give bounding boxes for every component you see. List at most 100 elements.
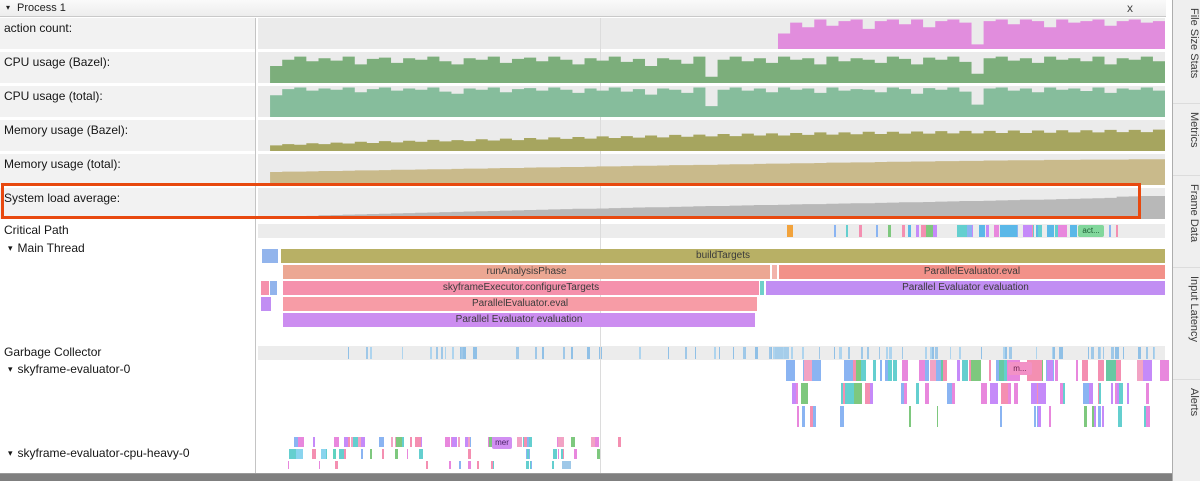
trace-tick[interactable] [1118, 383, 1123, 404]
trace-tick[interactable] [296, 449, 303, 459]
trace-tick[interactable] [1137, 360, 1146, 381]
trace-tick[interactable] [570, 437, 575, 447]
trace-tick[interactable] [1105, 360, 1116, 381]
trace-tick[interactable] [391, 437, 394, 447]
trace-tick[interactable] [868, 383, 873, 404]
trace-tick[interactable] [957, 360, 960, 381]
trace-tick[interactable] [1091, 347, 1095, 359]
trace-tick[interactable] [1159, 360, 1170, 381]
trace-tick[interactable] [878, 347, 881, 359]
tab-input-latency[interactable]: Input Latency [1173, 268, 1200, 380]
trace-tick[interactable] [366, 347, 368, 359]
trace-tick[interactable] [768, 347, 772, 359]
trace-tick[interactable] [558, 437, 565, 447]
trace-tick[interactable] [949, 347, 951, 359]
trace-tick[interactable] [311, 449, 317, 459]
trace-tick[interactable] [287, 461, 289, 469]
trace-tick[interactable] [970, 360, 979, 381]
trace-tick[interactable] [353, 437, 359, 447]
trace-tick[interactable] [419, 449, 424, 459]
trace-tick[interactable] [396, 437, 402, 447]
trace-tick[interactable] [959, 347, 962, 359]
trace-tick[interactable] [840, 406, 845, 427]
tab-alerts[interactable]: Alerts [1173, 380, 1200, 481]
trace-tick[interactable] [448, 461, 452, 469]
trace-tick[interactable] [1004, 347, 1008, 359]
trace-tick[interactable] [1138, 347, 1141, 359]
counter-chart-area[interactable] [258, 52, 1165, 83]
trace-tick[interactable] [1116, 225, 1119, 237]
trace-tick[interactable] [845, 383, 849, 404]
trace-tick[interactable] [718, 347, 720, 359]
trace-tick[interactable] [833, 347, 836, 359]
trace-tick[interactable] [791, 383, 797, 404]
trace-tick[interactable] [534, 347, 537, 359]
trace-tick[interactable] [1001, 383, 1009, 404]
counter-chart-area[interactable] [258, 188, 1165, 219]
trace-tick[interactable] [980, 383, 988, 404]
trace-tick[interactable] [639, 347, 642, 359]
tab-frame-data[interactable]: Frame Data [1173, 176, 1200, 268]
trace-tick[interactable] [464, 437, 469, 447]
trace-slice[interactable]: buildTargets [281, 249, 1165, 263]
trace-tick[interactable] [803, 360, 812, 381]
trace-tick[interactable] [684, 347, 688, 359]
main-thread-lane-0[interactable]: buildTargets [258, 249, 1165, 264]
trace-tick[interactable] [754, 347, 758, 359]
trace-tick[interactable] [713, 347, 716, 359]
trace-tick[interactable] [1057, 225, 1068, 237]
trace-tick[interactable] [339, 449, 344, 459]
trace-tick[interactable] [406, 449, 408, 459]
trace-tick[interactable] [760, 281, 764, 295]
trace-tick[interactable] [999, 406, 1002, 427]
trace-tick[interactable] [360, 449, 363, 459]
trace-tick[interactable] [260, 297, 271, 311]
trace-tick[interactable] [908, 225, 911, 237]
trace-tick[interactable] [1108, 225, 1112, 237]
trace-tick[interactable] [988, 360, 992, 381]
trace-tick[interactable] [600, 347, 603, 359]
trace-tick[interactable] [1143, 360, 1152, 381]
close-icon[interactable]: x [1127, 1, 1133, 15]
trace-tick[interactable] [468, 461, 471, 469]
trace-tick[interactable] [985, 225, 990, 237]
trace-tick[interactable] [561, 449, 564, 459]
trace-tick[interactable] [1007, 225, 1017, 237]
trace-slice[interactable]: skyframeExecutor.configureTargets [283, 281, 760, 295]
trace-tick[interactable] [524, 437, 527, 447]
trace-tick[interactable] [1027, 360, 1039, 381]
track-header-critical-path[interactable]: Critical Path [4, 223, 69, 237]
trace-tick[interactable] [847, 383, 855, 404]
trace-tick[interactable] [1127, 383, 1130, 404]
trace-tick[interactable] [856, 383, 859, 404]
trace-tick[interactable] [833, 225, 837, 237]
trace-tick[interactable] [529, 437, 532, 447]
trace-tick[interactable] [978, 225, 985, 237]
trace-tick[interactable] [893, 360, 898, 381]
trace-tick[interactable] [901, 347, 904, 359]
trace-tick[interactable] [1111, 347, 1114, 359]
trace-tick[interactable] [445, 437, 451, 447]
trace-tick[interactable] [1115, 347, 1118, 359]
trace-tick[interactable] [269, 281, 277, 295]
trace-tick[interactable] [1038, 383, 1046, 404]
tab-metrics[interactable]: Metrics [1173, 104, 1200, 176]
trace-tick[interactable] [1144, 406, 1148, 427]
trace-tick[interactable] [1145, 383, 1149, 404]
trace-tick[interactable] [884, 360, 889, 381]
trace-tick[interactable] [1091, 406, 1095, 427]
trace-tick[interactable] [1110, 383, 1114, 404]
trace-tick[interactable] [801, 406, 806, 427]
trace-tick[interactable] [866, 347, 870, 359]
trace-tick[interactable] [976, 360, 981, 381]
trace-tick[interactable] [358, 437, 362, 447]
trace-tick[interactable] [872, 360, 876, 381]
trace-tick[interactable] [1114, 360, 1121, 381]
trace-tick[interactable] [468, 449, 472, 459]
trace-tick[interactable] [885, 347, 889, 359]
evaluator-cpu-lane-0[interactable]: mer [258, 437, 1165, 449]
trace-tick[interactable] [903, 383, 907, 404]
trace-tick[interactable] [348, 347, 350, 359]
trace-tick[interactable] [1098, 360, 1104, 381]
trace-tick[interactable] [888, 225, 891, 237]
